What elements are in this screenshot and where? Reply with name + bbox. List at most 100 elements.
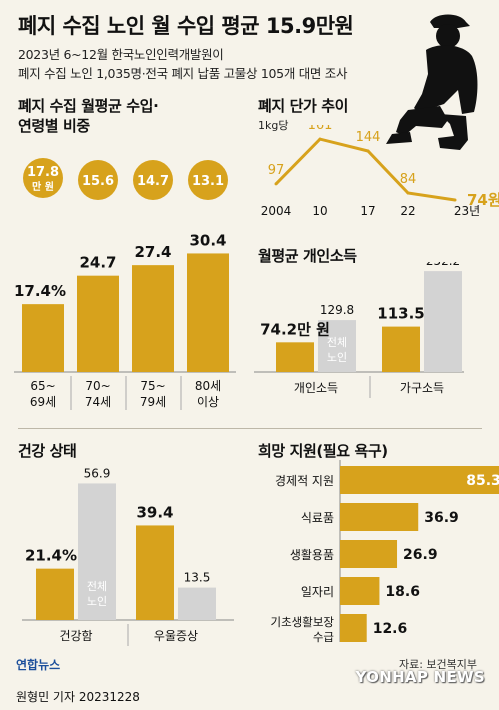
source-note: 자료: 보건복지부	[398, 658, 477, 671]
price-x-tick: 10	[312, 204, 327, 218]
legend-all-elderly: 전체	[87, 580, 107, 593]
personal-gold-bar	[382, 326, 420, 372]
price-x-tick: 23년	[454, 204, 480, 218]
income-section-title-2: 연령별 비중	[18, 117, 90, 135]
age-category-label: 79세	[140, 395, 166, 409]
age-share-bar	[187, 253, 229, 372]
age-category-label: 65~	[30, 379, 55, 393]
income-circle	[133, 160, 173, 200]
hope-category-label: 기초생활보장	[271, 615, 335, 629]
personal-category-label: 가구소득	[400, 381, 444, 395]
age-share-label: 24.7	[79, 254, 116, 272]
hope-support-chart: 85.3% 경제적 지원 36.9 식료품 26.9 생활용품 18.6 일자리 12.6 기초생…	[271, 460, 499, 644]
health-gray-bar	[178, 587, 216, 620]
legend-all-elderly: 노인	[87, 595, 107, 608]
price-value-label: 144	[356, 130, 381, 145]
price-x-tick: 17	[360, 204, 375, 218]
price-point	[366, 149, 370, 153]
price-series-line	[274, 137, 456, 202]
yonhap-logo-right: YONHAP NEWS	[355, 668, 485, 686]
health-gold-label: 39.4	[136, 503, 173, 521]
health-section-title: 건강 상태	[18, 442, 77, 460]
hope-bar	[340, 614, 367, 642]
health-gold-label: 21.4%	[25, 547, 77, 565]
age-share-bar	[77, 275, 119, 372]
income-circle-label: 14.7	[137, 174, 169, 189]
hope-bar	[340, 466, 499, 494]
personal-income-section-title: 월평균 개인소득	[258, 247, 357, 265]
price-point	[453, 198, 457, 202]
legend-all-elderly: 전체	[327, 336, 347, 349]
health-gold-bar	[136, 525, 174, 620]
hope-value-label: 36.9	[424, 510, 459, 526]
income-section-title-1: 폐지 수집 월평균 수입·	[18, 97, 159, 115]
hope-category-label: 일자리	[301, 585, 334, 599]
health-gray-label: 56.9	[84, 466, 111, 480]
income-circle-unit: 만 원	[32, 180, 54, 193]
personal-gold-label: 74.2만 원	[260, 320, 330, 338]
hope-value-label: 12.6	[373, 621, 408, 637]
personal-gold-label: 113.5	[377, 305, 424, 323]
income-circle-label: 15.6	[82, 174, 114, 189]
personal-gold-bar	[276, 342, 314, 372]
personal-gray-bar	[424, 271, 462, 372]
hope-bar	[340, 540, 398, 568]
age-share-label: 17.4%	[14, 282, 66, 300]
health-category-label: 건강함	[59, 629, 92, 643]
income-by-age-chart: 17.4% 17.8만 원 65~ 69세 24.7 15.6 70~ 74세 27.4 14.7…	[14, 158, 236, 410]
price-value-label: 161	[308, 125, 333, 133]
price-point	[318, 137, 322, 141]
price-section-title: 폐지 단가 추이	[258, 97, 349, 115]
subtitle-line-1: 2023년 6~12월 한국노인인력개발원이	[18, 47, 224, 62]
age-share-bar	[22, 304, 64, 372]
age-category-label: 80세	[195, 379, 221, 393]
income-circle-label: 17.8	[27, 165, 59, 180]
price-value-label: 97	[268, 163, 285, 178]
hope-section-title: 희망 지원(필요 욕구)	[258, 442, 388, 460]
age-category-label: 69세	[30, 395, 56, 409]
hope-value-label: 26.9	[403, 547, 438, 563]
yonhap-logo-left: 연합뉴스	[16, 658, 61, 672]
price-value-label: 74원	[467, 191, 499, 209]
personal-gray-label: 129.8	[320, 303, 354, 317]
age-share-label: 30.4	[189, 231, 226, 249]
age-category-label: 75~	[140, 379, 165, 393]
personal-category-label: 개인소득	[294, 381, 338, 395]
elderly-person-silhouette	[386, 14, 478, 150]
price-value-label: 84	[400, 172, 417, 187]
hope-category-label: 식료품	[301, 511, 334, 525]
income-circle-label: 13.1	[192, 174, 224, 189]
health-gray-bar	[78, 483, 116, 620]
income-circle	[23, 158, 63, 198]
hope-category-label: 수급	[313, 630, 334, 644]
price-point	[274, 182, 278, 186]
section-divider	[18, 428, 482, 429]
age-category-label: 이상	[197, 395, 219, 409]
hope-bar	[340, 503, 419, 531]
price-x-tick: 2004	[261, 204, 292, 218]
age-category-label: 74세	[85, 395, 111, 409]
hope-value-label: 85.3%	[466, 473, 499, 489]
hope-category-label: 생활용품	[290, 548, 334, 562]
income-circle	[188, 160, 228, 200]
personal-gray-label: 252.2	[426, 262, 460, 268]
hope-category-label: 경제적 지원	[275, 474, 334, 488]
health-gold-bar	[36, 568, 74, 620]
income-circle	[78, 160, 118, 200]
legend-all-elderly: 노인	[327, 351, 347, 364]
age-share-label: 27.4	[134, 243, 171, 261]
age-share-bar	[132, 265, 174, 372]
health-category-label: 우울증상	[154, 629, 198, 643]
hope-value-label: 18.6	[385, 584, 420, 600]
hope-bar	[340, 577, 380, 605]
page-title: 폐지 수집 노인 월 수입 평균 15.9만원	[18, 14, 354, 38]
byline: 원형민 기자 20231228	[16, 690, 140, 704]
price-x-tick: 22	[400, 204, 415, 218]
personal-gray-bar	[318, 320, 356, 372]
age-category-label: 70~	[85, 379, 110, 393]
price-point	[406, 191, 410, 195]
